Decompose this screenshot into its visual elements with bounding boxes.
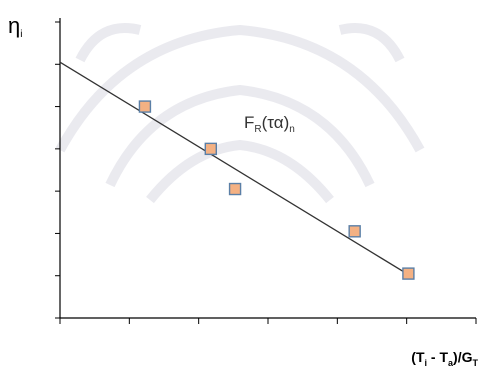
data-point [402, 267, 415, 280]
label-text: η [8, 13, 20, 38]
label-text: )/G [453, 349, 473, 365]
y-axis-label: ηi [8, 13, 22, 40]
fit-line-annotation: FR(τα)n [244, 113, 295, 135]
x-axis-label: (Ti - Ta)/GT [411, 349, 478, 368]
label-text: - T [427, 349, 448, 365]
data-point [204, 142, 218, 156]
label-text: F [244, 113, 254, 132]
data-point [228, 182, 242, 196]
label-subscript: i [20, 29, 22, 40]
label-subscript: T [473, 358, 479, 368]
label-text: (T [411, 349, 425, 365]
data-point [138, 100, 152, 113]
data-points [138, 100, 415, 280]
data-point [348, 225, 361, 238]
label-subscript: n [289, 124, 295, 135]
label-subscript: R [254, 124, 261, 135]
label-subscript: i [425, 358, 428, 368]
fit-line-group [59, 61, 411, 277]
label-subscript: a [448, 358, 454, 368]
fit-line [59, 61, 411, 277]
ticks [55, 21, 477, 324]
label-text: (τα) [262, 113, 290, 132]
